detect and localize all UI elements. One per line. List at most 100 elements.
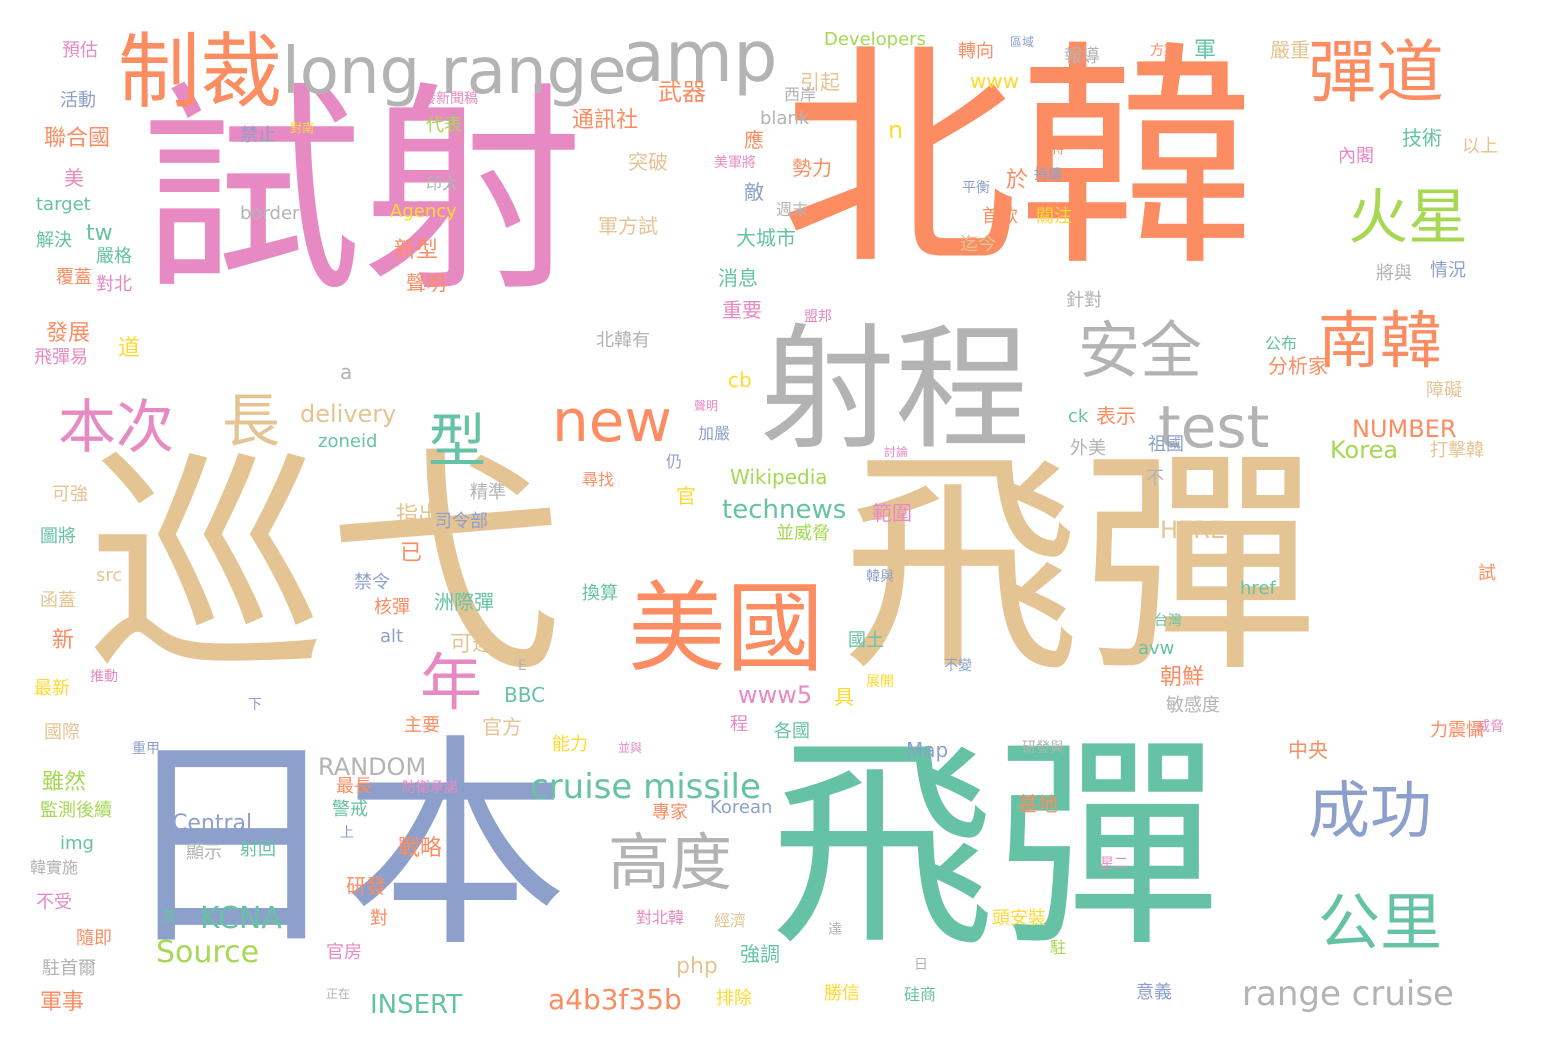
cloud-word: tw xyxy=(86,221,113,246)
cloud-word: 嚴格 xyxy=(96,246,132,267)
cloud-word: Map xyxy=(906,738,949,762)
cloud-word: NUMBER xyxy=(1352,415,1457,443)
cloud-word: 週末 xyxy=(776,200,809,219)
cloud-word: 南韓 xyxy=(1318,304,1443,377)
cloud-word: a4b3f35b xyxy=(548,983,682,1016)
cloud-word: 巡弋 xyxy=(88,428,564,705)
cloud-word: 力震懾 xyxy=(1430,720,1484,741)
cloud-word: INSERT xyxy=(370,990,463,1020)
cloud-word: 突破 xyxy=(628,150,668,174)
cloud-word: BBC xyxy=(504,683,546,707)
cloud-word: 官房 xyxy=(326,942,362,963)
cloud-word: 可強 xyxy=(52,484,88,505)
cloud-word: 警戒 xyxy=(332,799,368,820)
cloud-word: 試射 xyxy=(140,64,584,322)
cloud-word: 達 xyxy=(828,922,842,938)
cloud-word: www5 xyxy=(738,681,813,709)
cloud-word: 障礙 xyxy=(1426,380,1462,401)
cloud-word: 軍事 xyxy=(40,990,85,1015)
cloud-word: alt xyxy=(380,626,404,647)
cloud-word: 駐首爾 xyxy=(42,958,96,979)
cloud-word: 隨即 xyxy=(76,928,112,949)
cloud-word: 正在 xyxy=(326,987,351,1001)
cloud-word: 具 xyxy=(834,685,854,709)
cloud-word: n xyxy=(888,116,904,144)
cloud-word: 引起 xyxy=(800,70,840,94)
cloud-word: cb xyxy=(728,368,752,392)
cloud-word: 不 xyxy=(1146,468,1164,489)
cloud-word: Korea xyxy=(1330,436,1399,464)
cloud-word: 年 xyxy=(420,646,483,719)
cloud-word: 射回 xyxy=(240,839,276,860)
cloud-word: E xyxy=(518,658,527,674)
cloud-word: 打擊韓 xyxy=(1430,440,1484,461)
cloud-word: 下 xyxy=(248,697,262,713)
cloud-word: 迄今 xyxy=(960,234,996,255)
cloud-word: Source xyxy=(156,935,260,970)
cloud-word: 制裁 xyxy=(118,25,283,120)
cloud-word: 雖然 xyxy=(42,770,87,795)
cloud-word: php xyxy=(676,954,718,979)
cloud-word: 軍 xyxy=(1194,38,1217,63)
cloud-word: 國土 xyxy=(848,630,884,651)
cloud-word: 應 xyxy=(744,128,764,152)
cloud-word: 轉向 xyxy=(958,41,994,62)
cloud-word: Wikipedia xyxy=(730,465,828,489)
cloud-word: 國際 xyxy=(44,722,80,743)
cloud-word: 排除 xyxy=(716,988,752,1009)
cloud-word: 高度 xyxy=(608,826,733,899)
cloud-word: 祖國 xyxy=(1148,434,1184,455)
cloud-word: 指出 xyxy=(396,503,441,528)
cloud-word: 針對 xyxy=(1066,290,1102,311)
cloud-word: 戰略 xyxy=(398,836,443,861)
cloud-word: 代表 xyxy=(426,115,462,136)
cloud-word: 表示 xyxy=(1096,404,1136,428)
cloud-word: 盟邦 xyxy=(804,309,832,325)
cloud-word: a xyxy=(340,360,353,384)
cloud-word: 可達 xyxy=(450,632,495,657)
cloud-word: 日本 xyxy=(118,716,568,978)
cloud-word: 大城市 xyxy=(736,226,796,250)
cloud-word: technews xyxy=(722,495,847,525)
cloud-word: 首款 xyxy=(982,206,1018,227)
cloud-word: 頭安裝 xyxy=(992,908,1046,929)
cloud-word: www xyxy=(970,69,1020,93)
cloud-word: 對北 xyxy=(96,274,132,295)
cloud-word: 安全 xyxy=(1078,314,1203,387)
cloud-word: 印太 xyxy=(426,174,459,193)
cloud-word: cruise missile xyxy=(530,767,761,807)
cloud-word: 彈道 xyxy=(1308,34,1445,113)
cloud-word: 持續 xyxy=(1034,167,1062,183)
cloud-word: 成功 xyxy=(1308,774,1433,847)
cloud-word: 於 xyxy=(1006,168,1029,193)
cloud-word: 經濟 xyxy=(714,911,747,930)
cloud-word: 圖將 xyxy=(40,526,76,547)
cloud-word: 星二 xyxy=(1100,856,1128,872)
cloud-word: 官方 xyxy=(482,715,522,739)
cloud-word: 並威脅 xyxy=(776,523,830,544)
cloud-word: 基地 xyxy=(1018,792,1058,816)
cloud-word: 硅商 xyxy=(904,985,937,1004)
cloud-word: 勝信 xyxy=(824,983,860,1004)
cloud-word: 禁令 xyxy=(354,572,390,593)
cloud-word: target xyxy=(36,194,91,215)
cloud-word: 韓與 xyxy=(866,569,894,585)
cloud-word: 對 xyxy=(370,908,388,929)
cloud-word: 重甲 xyxy=(132,741,160,757)
cloud-word: 通訊社 xyxy=(572,108,639,133)
cloud-word: 意義 xyxy=(1136,982,1172,1003)
cloud-word: 平衡 xyxy=(962,180,990,196)
cloud-word: 並與 xyxy=(618,741,643,755)
cloud-word: border xyxy=(240,203,300,224)
cloud-word: 堅持 xyxy=(1040,142,1065,156)
cloud-word: 加嚴 xyxy=(698,424,731,443)
cloud-word: 長 xyxy=(222,387,281,455)
cloud-word: 展開 xyxy=(866,674,894,690)
cloud-word: 仍 xyxy=(666,452,683,471)
cloud-word: 關注 xyxy=(1036,206,1072,227)
cloud-word: 內閣 xyxy=(1338,146,1374,167)
cloud-word: 駐 xyxy=(1050,938,1067,957)
cloud-word: Central xyxy=(172,811,253,836)
cloud-word: 討論 xyxy=(884,445,909,459)
cloud-word: src xyxy=(96,565,123,586)
